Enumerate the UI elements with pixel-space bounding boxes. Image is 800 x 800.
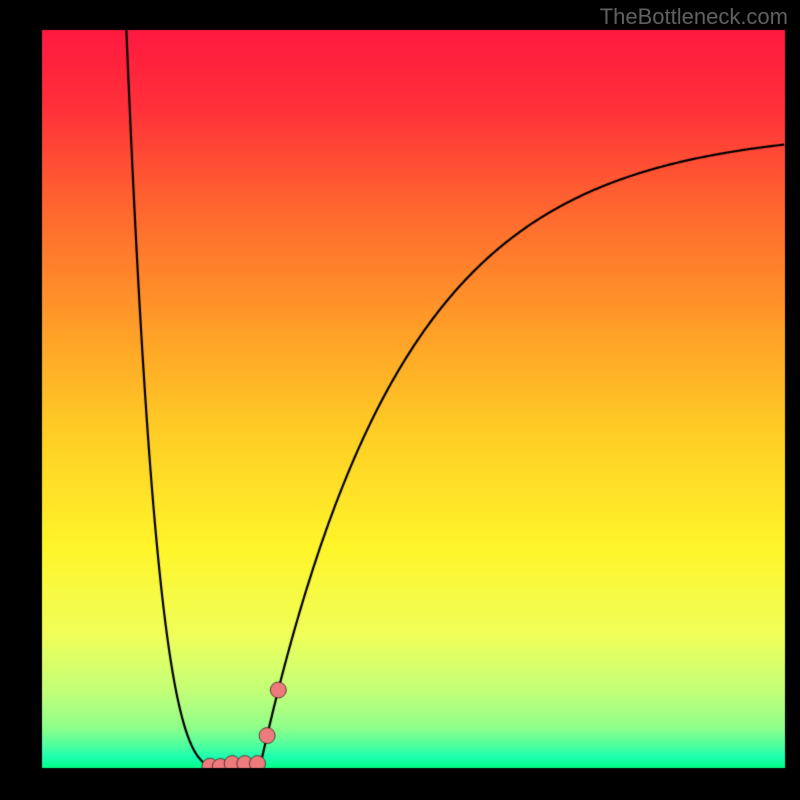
watermark-text: TheBottleneck.com — [600, 4, 788, 30]
chart-stage: TheBottleneck.com — [0, 0, 800, 800]
bottleneck-curve-plot — [0, 0, 800, 800]
